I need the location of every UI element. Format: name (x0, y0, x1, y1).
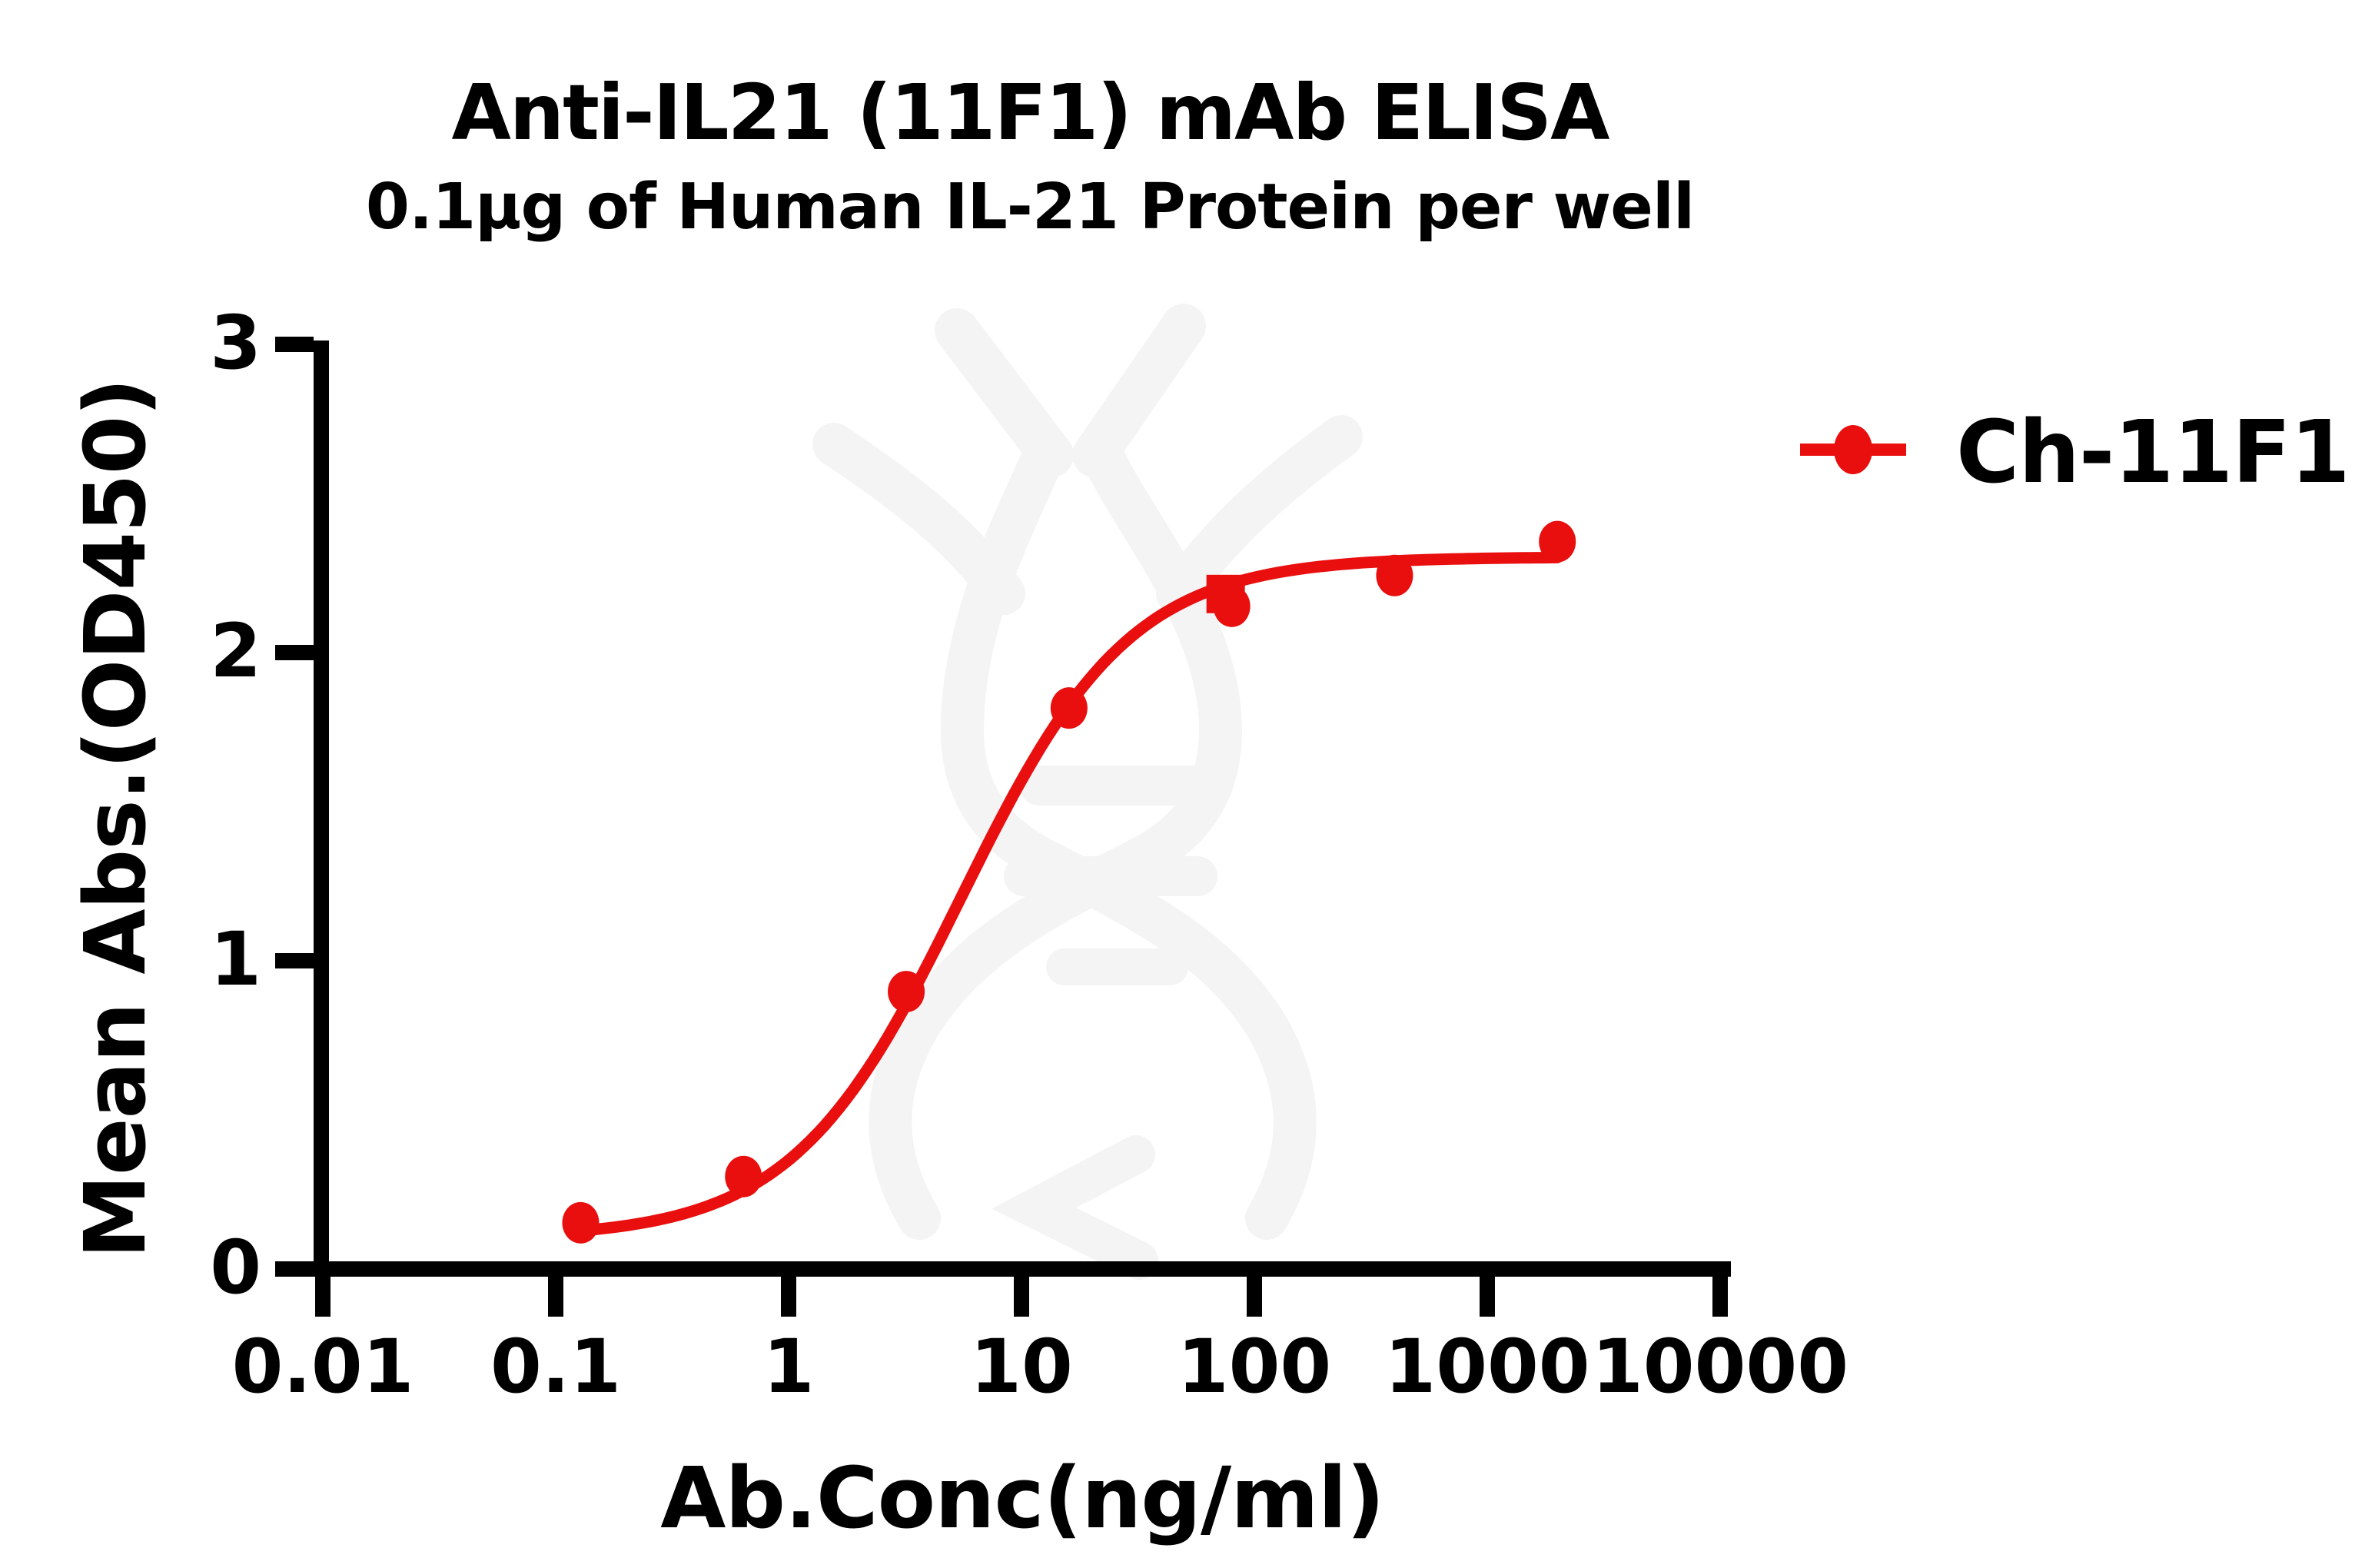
x-tick-label-10000: 10000 (1592, 1324, 1849, 1410)
x-tick-label-10: 10 (970, 1324, 1073, 1410)
x-tick-label-1000: 1000 (1384, 1324, 1590, 1410)
y-axis-title: Mean Abs.(OD450) (66, 378, 164, 1259)
data-point-80ngml (1213, 585, 1251, 627)
x-axis-title: Ab.Conc(ng/ml) (660, 1449, 1385, 1547)
data-point-16ngml (1050, 687, 1088, 729)
x-tick-label-0.01: 0.01 (231, 1324, 414, 1410)
y-tick-label-3: 3 (210, 300, 261, 386)
x-tick-1000 (1480, 1277, 1495, 1317)
x-tick-label-0.1: 0.1 (490, 1324, 622, 1410)
data-series (562, 520, 1576, 1244)
legend-circle-marker (1834, 425, 1872, 474)
y-tick-1 (275, 953, 314, 968)
y-tick-label-1: 1 (210, 916, 261, 1002)
x-tick-0.1 (548, 1277, 563, 1317)
y-tick-0 (275, 1261, 314, 1277)
y-tick-label-2: 2 (210, 608, 261, 694)
x-tick-0.01 (315, 1277, 331, 1317)
x-tick-10 (1014, 1277, 1029, 1317)
legend-key (1800, 425, 1906, 474)
y-tick-label-0: 0 (210, 1224, 261, 1311)
data-point-3.2ngml (888, 971, 925, 1013)
x-tick-100 (1247, 1277, 1262, 1317)
axes (275, 337, 1731, 1317)
x-tick-10000 (1712, 1277, 1728, 1317)
data-point-400ngml (1376, 554, 1413, 596)
legend-label: Ch-11F1 (1956, 403, 2350, 503)
x-tick-1 (781, 1277, 796, 1317)
data-point-2000ngml (1539, 520, 1576, 563)
chart-title: Anti-IL21 (11F1) mAb ELISA (451, 68, 1610, 158)
y-tick-2 (275, 645, 314, 660)
y-tick-3 (275, 337, 314, 352)
x-tick-label-1: 1 (762, 1324, 815, 1410)
dna-helix-watermark (812, 304, 1363, 1280)
data-point-0.64ngml (725, 1155, 762, 1198)
y-axis-line (314, 341, 329, 1277)
x-axis-line (296, 1261, 1731, 1277)
x-tick-label-100: 100 (1177, 1324, 1332, 1410)
chart-subtitle: 0.1µg of Human IL-21 Protein per well (365, 171, 1695, 244)
data-point-0.128ngml (562, 1201, 600, 1244)
